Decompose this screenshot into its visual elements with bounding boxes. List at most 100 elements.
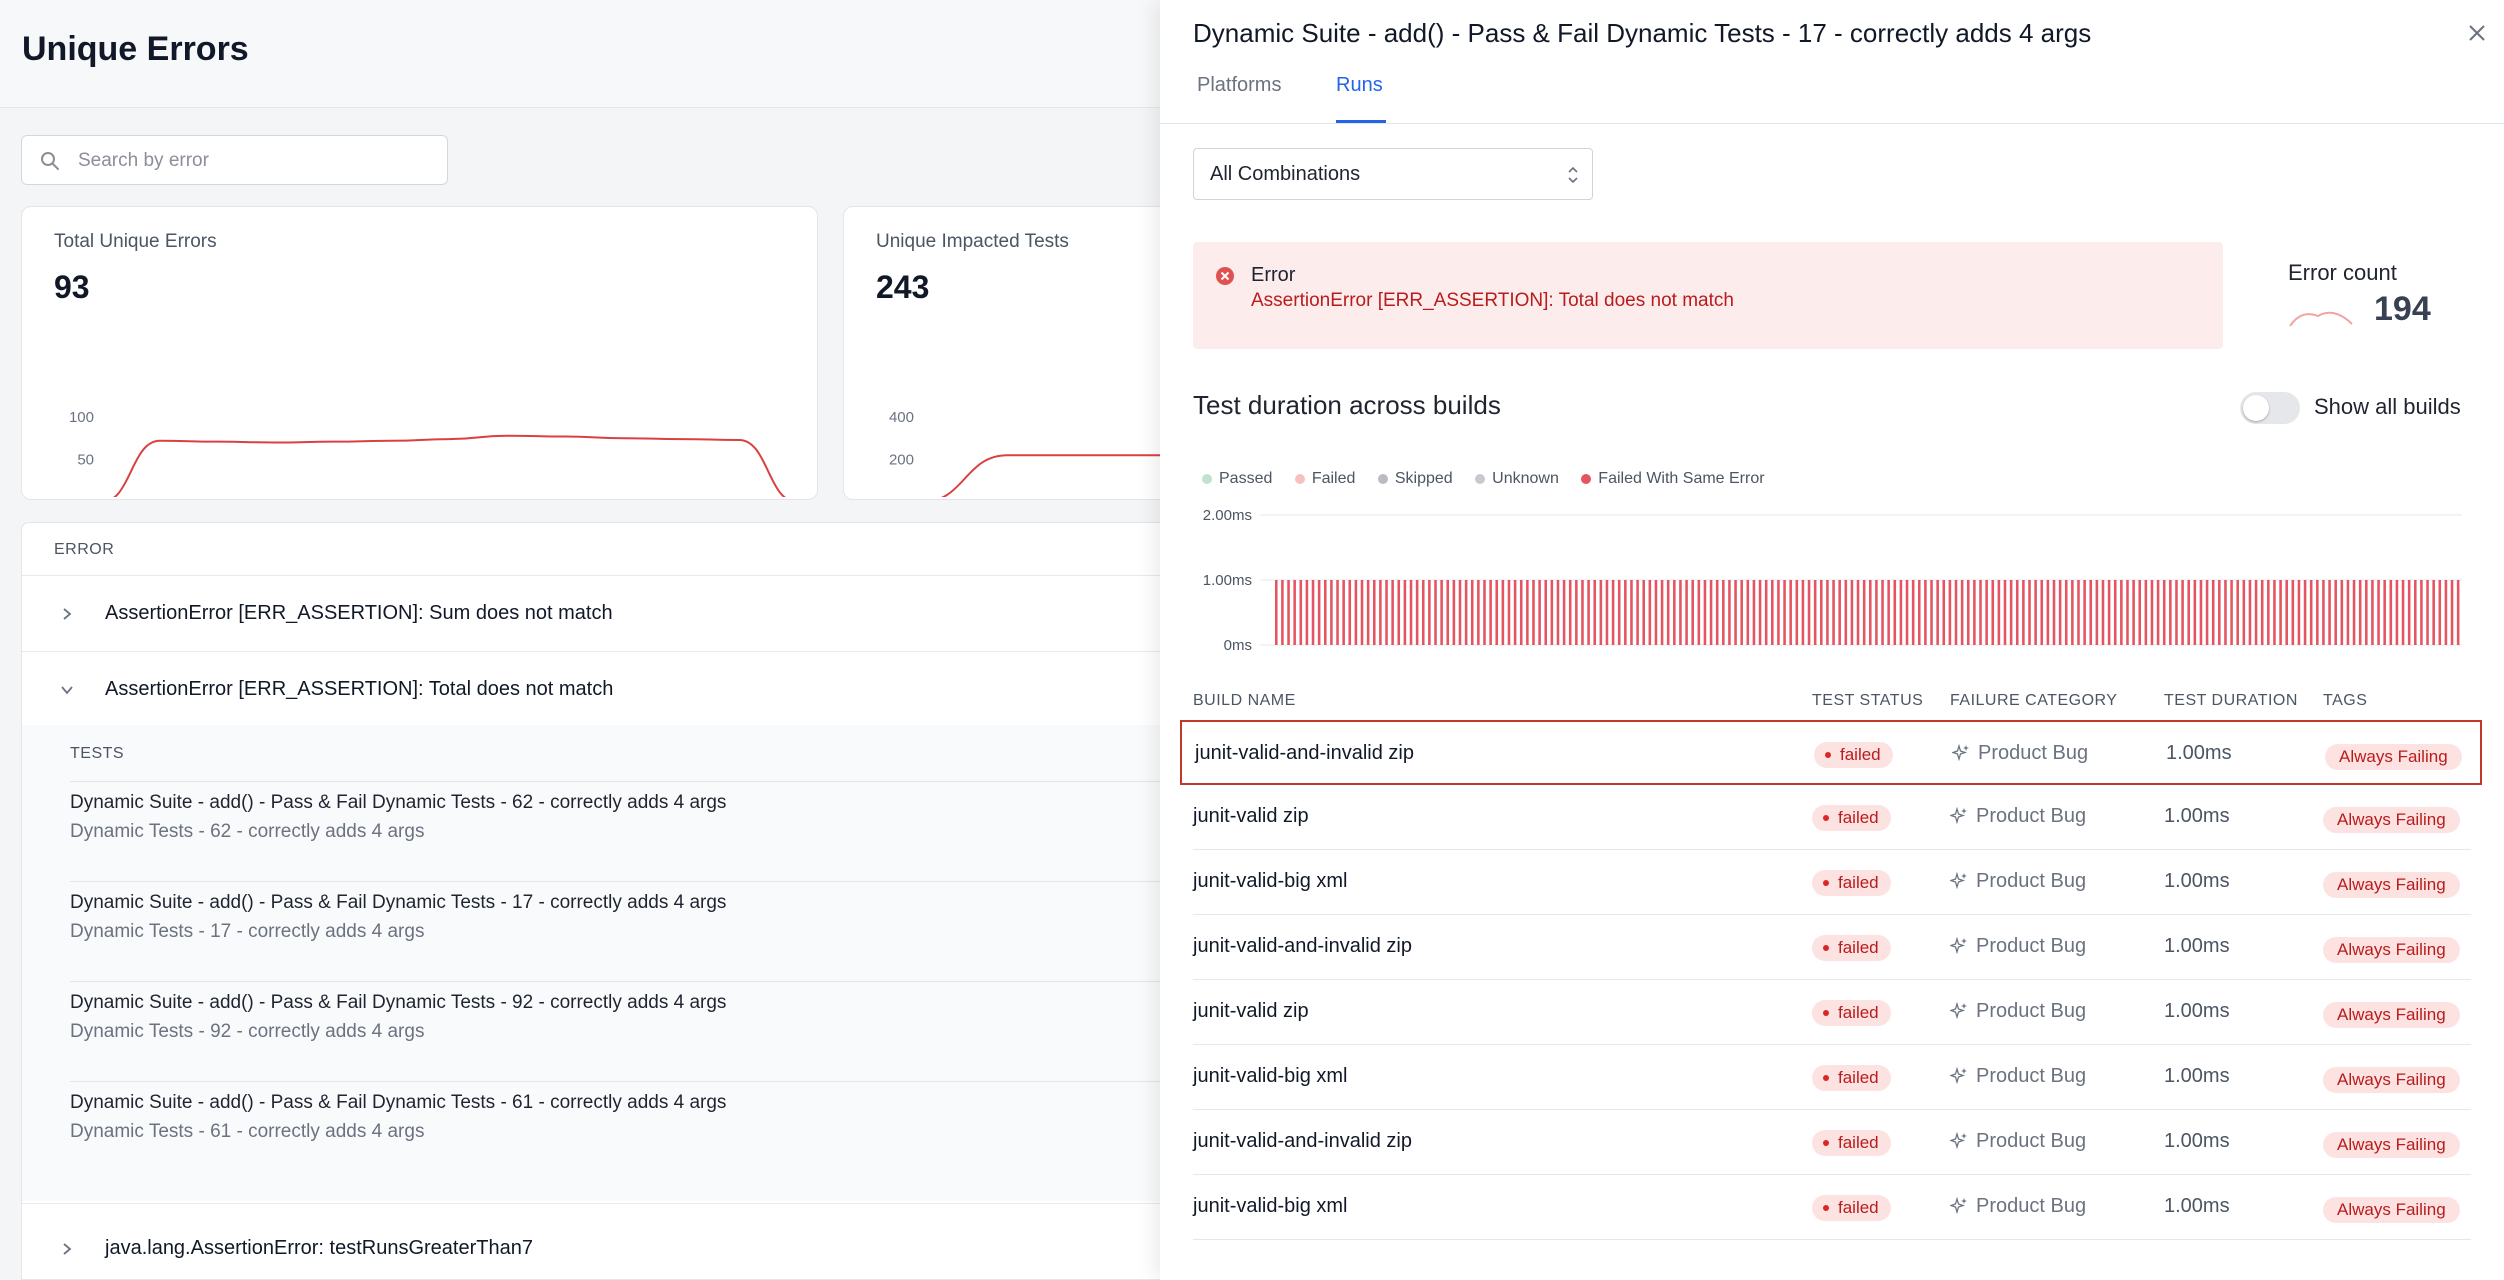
active-tab-indicator <box>1336 120 1386 123</box>
error-row[interactable]: java.lang.AssertionError: testRunsGreate… <box>22 1203 1180 1279</box>
test-title: Dynamic Suite - add() - Pass & Fail Dyna… <box>70 792 727 813</box>
duration-bar <box>1317 580 1321 645</box>
duration-bar <box>2456 580 2460 645</box>
chevron-right-icon[interactable] <box>60 1242 74 1256</box>
legend-item-passed[interactable]: Passed <box>1202 470 1272 488</box>
legend-item-skipped[interactable]: Skipped <box>1377 470 1453 488</box>
status-text: failed <box>1838 938 1879 957</box>
tab-platforms[interactable]: Platforms <box>1197 74 1282 96</box>
duration-bar <box>1336 580 1339 645</box>
build-name[interactable]: junit-valid-big xml <box>1193 1195 1348 1217</box>
duration-bar <box>2260 580 2264 645</box>
duration-bar <box>2322 580 2325 645</box>
run-row[interactable]: junit-valid-and-invalid zip failed Product… <box>1193 915 2471 980</box>
duration-bar <box>1532 580 1535 645</box>
duration-bar <box>1556 580 1560 645</box>
build-name[interactable]: junit-valid zip <box>1193 1000 1309 1022</box>
build-name[interactable]: junit-valid-and-invalid zip <box>1193 935 1412 957</box>
run-row[interactable]: junit-valid-big xml failed Product Bug 1.00… <box>1193 850 2471 915</box>
y-tick-label: 2.00ms <box>1203 507 1252 524</box>
duration-bar <box>1899 580 1903 645</box>
legend-item-unknown[interactable]: Unknown <box>1475 470 1559 488</box>
test-duration: 1.00ms <box>2166 742 2232 764</box>
duration-bar <box>2371 580 2374 645</box>
status-text: failed <box>1840 745 1881 764</box>
show-all-builds-toggle[interactable] <box>2240 392 2300 424</box>
run-row[interactable]: junit-valid zip failed Product Bug 1.00ms Al… <box>1193 980 2471 1045</box>
build-name[interactable]: junit-valid-and-invalid zip <box>1195 742 1414 764</box>
duration-bar <box>1887 580 1890 645</box>
status-dot <box>1823 880 1829 886</box>
drawer-tabs: Platforms Runs <box>1160 60 2504 124</box>
duration-bar <box>1924 580 1927 645</box>
error-row[interactable]: AssertionError [ERR_ASSERTION]: Total do… <box>22 651 1180 725</box>
test-item[interactable]: Dynamic Suite - add() - Pass & Fail Dyna… <box>70 981 1180 1081</box>
unique-impacted-tests-card: Unique Impacted Tests 243 0 200 400 <box>843 206 1173 500</box>
failure-category: Product Bug <box>1950 1195 2086 1218</box>
run-row[interactable]: junit-valid-big xml failed Product Bug 1.00… <box>1193 1175 2471 1240</box>
total-unique-errors-card: Total Unique Errors 93 0 50 100 <box>21 206 818 500</box>
test-item[interactable]: Dynamic Suite - add() - Pass & Fail Dyna… <box>70 781 1180 881</box>
duration-bar <box>2144 580 2148 645</box>
duration-bar <box>2040 580 2044 645</box>
legend-item-failed[interactable]: Failed <box>1294 470 1355 488</box>
total-unique-errors-chart: 0 50 100 <box>69 409 787 497</box>
error-circle-icon <box>1216 267 1234 285</box>
error-row[interactable]: AssertionError [ERR_ASSERTION]: Sum does… <box>22 575 1180 651</box>
card-label: Unique Impacted Tests <box>876 231 1069 252</box>
duration-bar <box>2205 580 2209 645</box>
test-duration: 1.00ms <box>2164 1195 2230 1217</box>
build-name[interactable]: junit-valid-big xml <box>1193 870 1348 892</box>
duration-bar <box>1832 580 1835 645</box>
duration-bar <box>1440 580 1443 645</box>
run-row[interactable]: junit-valid-and-invalid zip failed Product… <box>1193 1110 2471 1175</box>
col-failure-category: FAILURE CATEGORY <box>1950 692 2118 709</box>
status-text: failed <box>1838 873 1879 892</box>
close-icon[interactable] <box>2466 22 2488 44</box>
duration-bar <box>2450 580 2454 645</box>
run-row[interactable]: junit-valid-and-invalid zip failed Product… <box>1180 720 2482 785</box>
chevron-down-icon[interactable] <box>60 683 74 697</box>
duration-bar <box>1452 580 1456 645</box>
duration-bar <box>2254 580 2258 645</box>
duration-bar <box>1372 580 1376 645</box>
duration-bar <box>1599 580 1603 645</box>
chevron-right-icon[interactable] <box>60 607 74 621</box>
test-subtitle: Dynamic Tests - 61 - correctly adds 4 ar… <box>70 1121 425 1142</box>
card-value: 93 <box>54 269 90 305</box>
duration-bar <box>2101 580 2105 645</box>
build-name[interactable]: junit-valid-big xml <box>1193 1065 1348 1087</box>
build-name[interactable]: junit-valid zip <box>1193 805 1309 827</box>
legend-label: Passed <box>1219 470 1273 487</box>
duration-bar <box>2211 580 2215 645</box>
run-row[interactable]: junit-valid zip failed Product Bug 1.00ms Al… <box>1193 785 2471 850</box>
duration-bar <box>2426 580 2429 645</box>
series-line <box>112 434 787 497</box>
run-row[interactable]: junit-valid-big xml failed Product Bug 1.00… <box>1193 1045 2471 1110</box>
test-duration: 1.00ms <box>2164 1000 2230 1022</box>
duration-bar <box>2334 580 2337 645</box>
duration-bar <box>2438 580 2442 645</box>
duration-bar <box>1734 580 1737 645</box>
test-item[interactable]: Dynamic Suite - add() - Pass & Fail Dyna… <box>70 1081 1180 1181</box>
build-name[interactable]: junit-valid-and-invalid zip <box>1193 1130 1412 1152</box>
sparkle-icon <box>1950 1132 1967 1150</box>
duration-bar <box>2181 580 2184 645</box>
tab-runs[interactable]: Runs <box>1336 74 1383 96</box>
legend-item-failed-same-error[interactable]: Failed With Same Error <box>1581 470 1765 488</box>
series-line <box>940 454 1172 497</box>
duration-bar <box>1648 580 1652 645</box>
duration-bar <box>1507 580 1511 645</box>
duration-bar <box>1838 580 1841 645</box>
duration-bar <box>2346 580 2350 645</box>
duration-bar <box>2316 580 2319 645</box>
category-text: Product Bug <box>1978 742 2089 764</box>
duration-bar <box>2132 580 2135 645</box>
error-count-label: Error count <box>2288 260 2397 285</box>
duration-bar <box>1587 580 1590 645</box>
duration-bar <box>2193 580 2197 645</box>
combination-select[interactable]: All Combinations <box>1193 148 1593 200</box>
test-item[interactable]: Dynamic Suite - add() - Pass & Fail Dyna… <box>70 881 1180 981</box>
duration-bar <box>1764 580 1768 645</box>
search-input[interactable]: Search by error <box>21 135 448 185</box>
